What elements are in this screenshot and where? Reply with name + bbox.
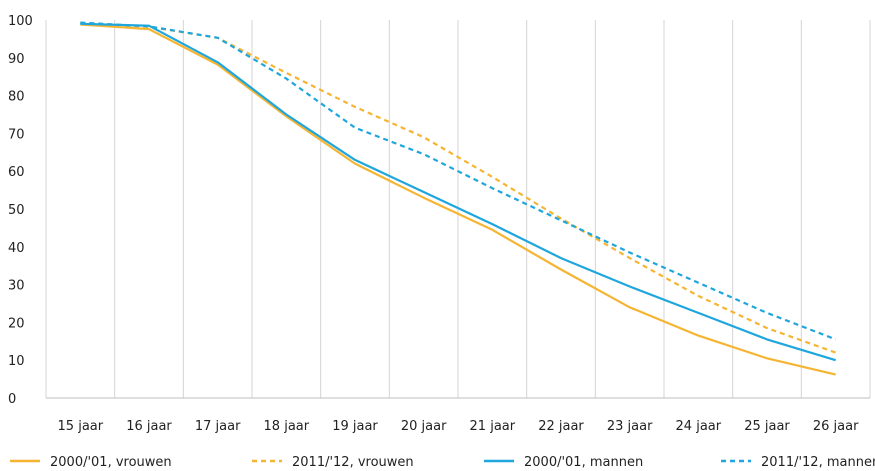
y-tick-label: 90 [8,52,25,67]
x-tick-label: 17 jaar [195,419,241,434]
y-tick-label: 30 [8,279,25,294]
x-tick-label: 21 jaar [470,419,516,434]
series-lines [80,21,837,376]
x-tick-label: 22 jaar [538,419,584,434]
x-tick-label: 20 jaar [401,419,447,434]
y-tick-label: 40 [8,241,25,256]
x-tick-label: 23 jaar [607,419,653,434]
y-tick-label: 70 [8,127,25,142]
x-tick-label: 18 jaar [264,419,310,434]
y-tick-label: 50 [8,203,25,218]
legend-label: 2011/'12, mannen [761,455,875,470]
y-tick-label: 80 [8,90,25,105]
series-line-3 [80,22,837,362]
x-tick-label: 25 jaar [744,419,790,434]
y-tick-label: 100 [8,14,33,29]
x-tick-label: 19 jaar [332,419,378,434]
x-tick-label: 16 jaar [126,419,172,434]
x-tick-label: 24 jaar [676,419,722,434]
x-axis: 15 jaar 16 jaar 17 jaar 18 jaar 19 jaar 20 ja… [58,419,860,434]
x-tick-label: 26 jaar [813,419,859,434]
y-tick-label: 20 [8,316,25,331]
y-axis: 0 10 20 30 40 50 60 70 80 90 100 [8,14,33,407]
legend: 2000/'01, vrouwen 2011/'12, vrouwen 2000/'… [10,455,875,470]
grid [45,20,871,399]
legend-label: 2000/'01, vrouwen [50,455,172,470]
y-tick-label: 10 [8,354,25,369]
series-line-1 [80,23,836,376]
y-tick-label: 60 [8,165,25,180]
y-tick-label: 0 [8,392,16,407]
legend-label: 2011/'12, vrouwen [292,455,414,470]
series-line-4 [80,21,837,341]
legend-label: 2000/'01, mannen [524,455,643,470]
x-tick-label: 15 jaar [58,419,104,434]
